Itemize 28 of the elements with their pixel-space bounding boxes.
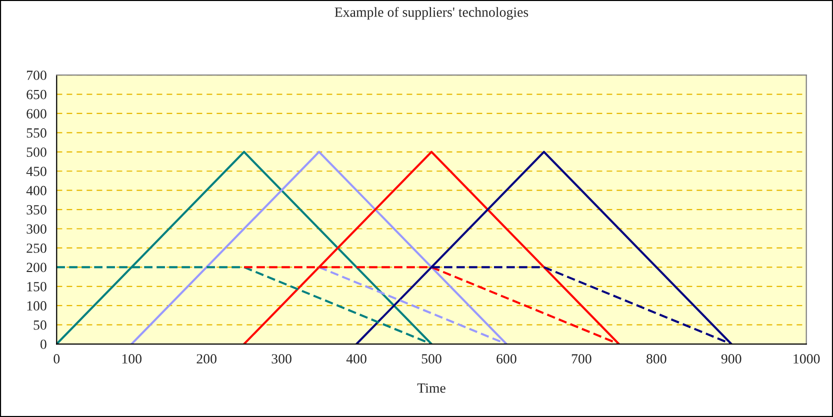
y-tick-label: 550 xyxy=(26,128,46,138)
x-tick-label: 0 xyxy=(54,354,60,364)
y-tick-label: 600 xyxy=(26,109,46,118)
y-tick-label: 700 xyxy=(27,70,46,80)
x-tick-label: 100 xyxy=(122,354,142,364)
x-tick-label: 200 xyxy=(196,354,216,364)
y-tick-label: 150 xyxy=(27,282,46,292)
x-tick-label: 500 xyxy=(422,354,442,364)
y-tick-label: 250 xyxy=(26,244,46,253)
y-tick-label: 50 xyxy=(34,320,46,330)
x-tick-label: 1000 xyxy=(794,354,820,364)
chart-title: Example of suppliers' technologies xyxy=(334,6,528,20)
x-tick-label: 900 xyxy=(721,354,742,364)
y-tick-label: 200 xyxy=(26,262,46,272)
x-tick-label: 400 xyxy=(346,354,366,364)
y-tick-label: 400 xyxy=(26,186,46,196)
y-tick-label: 0 xyxy=(40,340,46,349)
x-axis-title: Time xyxy=(417,383,446,393)
x-tick-label: 300 xyxy=(272,354,292,364)
y-tick-label: 300 xyxy=(26,224,46,234)
y-tick-label: 500 xyxy=(26,147,46,157)
x-tick-label: 600 xyxy=(496,354,516,364)
y-tick-label: 350 xyxy=(26,205,46,214)
x-tick-label: 800 xyxy=(646,354,666,364)
x-tick-label: 700 xyxy=(572,354,592,364)
y-tick-label: 450 xyxy=(26,166,46,176)
y-tick-label: 100 xyxy=(27,301,46,311)
y-tick-label: 650 xyxy=(26,90,46,100)
